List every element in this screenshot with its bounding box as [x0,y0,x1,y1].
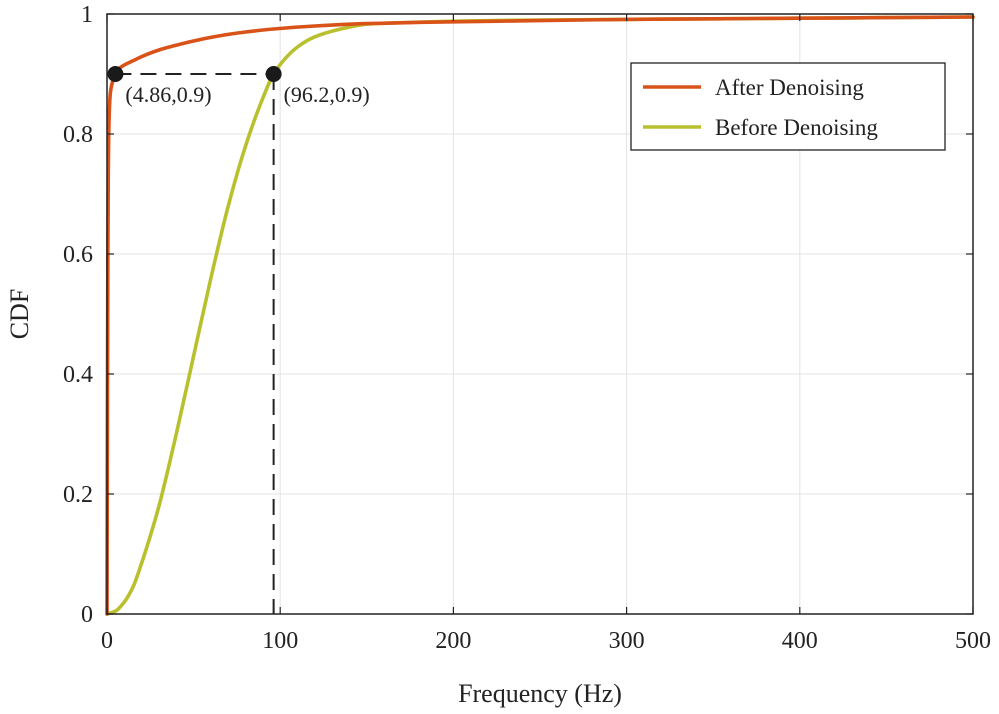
y-tick-label: 0 [81,602,93,628]
legend: After Denoising Before Denoising [630,62,946,151]
axis-ticks: 0 100 200 300 400 500 0 0.2 0.4 0.6 0.8 1 [63,2,991,654]
y-axis-label: CDF [5,289,34,340]
x-tick-label: 0 [101,628,113,654]
y-tick-label: 0.4 [63,362,93,388]
x-tick-label: 300 [609,628,645,654]
legend-label-before-denoising: Before Denoising [715,115,878,140]
y-tick-label: 0.6 [63,242,93,268]
x-tick-label: 200 [435,628,471,654]
x-tick-label: 100 [262,628,298,654]
series-line-after-denoising [105,15,975,616]
annotation-label: (96.2,0.9) [284,82,370,107]
x-tick-label: 500 [955,628,991,654]
annotation-marker [265,66,282,82]
legend-label-after-denoising: After Denoising [715,75,864,100]
y-tick-label: 1 [81,2,93,28]
y-tick-label: 0.8 [63,122,93,148]
y-tick-label: 0.2 [63,482,93,508]
plot-frame [106,13,974,615]
annotations: (4.86,0.9) (96.2,0.9) [107,66,370,614]
legend-box [630,62,946,151]
x-tick-label: 400 [782,628,818,654]
annotation-marker [107,66,124,82]
x-axis-label: Frequency (Hz) [458,679,622,708]
annotation-label: (4.86,0.9) [125,82,211,107]
